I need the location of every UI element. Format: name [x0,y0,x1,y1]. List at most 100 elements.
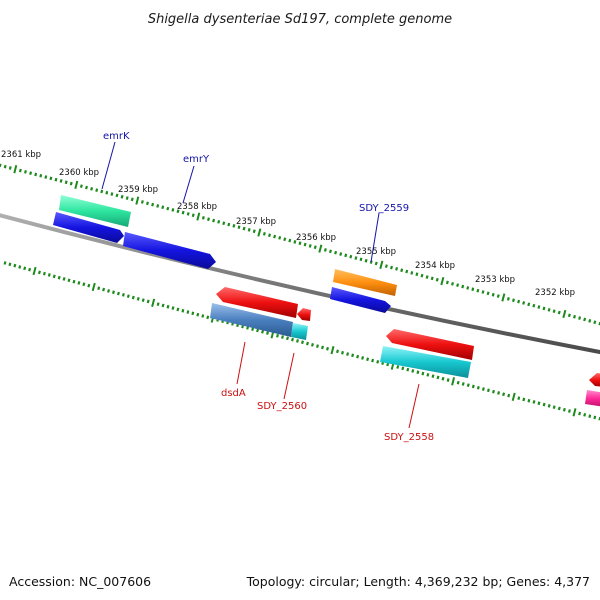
inner-ring-minor-tick [47,273,51,277]
inner-ring-minor-tick [206,315,210,320]
outer-ring-minor-tick [64,180,68,185]
outer-ring-minor-tick [29,171,33,175]
outer-ring-minor-tick [3,164,7,169]
gene-feature-SDY_2558[interactable] [380,346,471,378]
inner-ring-minor-tick [146,299,150,304]
inner-ring-minor-tick [301,340,304,345]
ruler-label-2357: 2357 kbp [236,217,276,227]
inner-ring-minor-tick [401,366,405,371]
outer-ring-minor-tick [110,192,114,196]
outer-ring-minor-tick [405,269,409,274]
outer-ring-minor-tick [527,302,531,307]
inner-ring-minor-tick [276,333,279,338]
outer-ring-minor-tick [125,196,129,200]
gene-feature-emrY[interactable] [123,232,216,269]
inner-ring-minor-tick [266,331,269,335]
inner-ring-minor-tick [77,281,81,285]
outer-ring-minor-tick [425,275,429,279]
label-connectors [101,141,420,429]
inner-ring-minor-tick [23,266,27,271]
inner-ring-minor-tick [306,341,309,346]
inner-ring-minor-tick [416,370,420,375]
ruler-label-2355: 2355 kbp [356,247,396,257]
outer-ring-minor-tick [466,286,470,290]
outer-ring-minor-tick [364,258,368,263]
gene-feature-forward-blue-1[interactable] [53,212,124,243]
inner-ring-minor-tick [181,308,185,313]
inner-ring-minor-tick [13,263,17,268]
inner-ring-minor-tick [256,328,260,333]
inner-ring-minor-tick [161,303,165,308]
outer-ring-minor-tick [79,184,83,188]
gene-feature-edge-pink[interactable] [585,390,600,407]
outer-ring-minor-tick [542,306,546,311]
gene-feature-emrK[interactable] [59,195,131,227]
outer-ring-minor-tick [374,261,378,266]
inner-ring-minor-tick [446,378,450,382]
outer-ring-minor-tick [298,241,302,246]
forward-features [53,195,397,313]
outer-ring-major-tick [318,244,323,253]
outer-ring-minor-tick [44,175,48,179]
gene-feature-SDY_2559[interactable] [333,269,397,296]
outer-ring-minor-tick [390,265,393,270]
outer-ring-minor-tick [481,290,485,294]
inner-ring-minor-tick [121,293,125,297]
inner-ring-minor-tick [588,414,592,418]
inner-ring-minor-tick [156,302,160,306]
outer-ring-minor-tick [517,299,521,304]
inner-ring-major-tick [572,408,577,417]
ruler-label-2356: 2356 kbp [296,233,336,243]
gene-feature-reverse-red-1[interactable] [216,287,298,318]
inner-ring-minor-tick [517,396,521,400]
gene-label-emrK[interactable]: emrK [103,131,130,142]
gene-feature-forward-blue-2[interactable] [330,287,391,313]
gene-feature-SDY_2560[interactable] [291,323,308,340]
gene-label-SDY_2558[interactable]: SDY_2558 [384,432,434,443]
outer-ring-minor-tick [344,253,348,258]
inner-ring-minor-tick [532,400,536,404]
inner-ring-minor-tick [346,352,350,356]
inner-ring-minor-tick [8,262,12,267]
inner-ring-minor-tick [107,289,111,293]
connector-SDY_2559 [370,212,380,263]
inner-ring-minor-tick [537,401,541,406]
inner-ring-minor-tick [411,369,415,373]
outer-ring-minor-tick [120,194,124,199]
inner-ring-minor-tick [336,349,339,354]
outer-ring-minor-tick [283,237,287,242]
inner-ring-minor-tick [321,345,324,350]
accession-label: Accession: NC_007606 [9,574,152,589]
outer-ring-minor-tick [583,317,587,322]
gene-feature-edge-red[interactable] [589,373,600,387]
inner-ring-minor-tick [481,387,485,391]
outer-ring-major-tick [13,165,18,174]
outer-ring-minor-tick [8,166,12,170]
connector-dsdA [236,341,246,385]
gene-label-SDY_2560[interactable]: SDY_2560 [257,401,307,412]
gene-label-SDY_2559[interactable]: SDY_2559 [359,203,409,214]
outer-ring-minor-tick [273,234,277,239]
outer-ring-minor-tick [435,277,439,282]
gene-label-dsdA[interactable]: dsdA [221,388,246,399]
outer-ring-minor-tick [323,248,327,252]
outer-ring-minor-tick [207,217,210,222]
inner-ring-major-tick [91,282,96,292]
outer-ring-minor-tick [217,220,221,224]
inner-ring-minor-tick [261,329,265,334]
outer-ring-minor-tick [334,250,338,255]
gene-feature-reverse-red-2[interactable] [386,329,474,360]
inner-ring-minor-tick [568,409,571,413]
inner-ring-minor-tick [166,304,170,309]
outer-ring-minor-tick [166,206,170,211]
outer-ring-minor-tick [491,292,495,297]
outer-ring-minor-tick [69,181,73,186]
inner-ring-minor-tick [176,307,180,312]
outer-ring-minor-tick [176,209,180,214]
inner-ring-minor-tick [578,411,582,416]
gene-label-emrY[interactable]: emrY [183,154,210,165]
outer-ring-minor-tick [476,288,480,293]
gene-feature-reverse-red-small[interactable] [297,308,311,321]
inner-ring-minor-tick [431,374,435,378]
gene-feature-dsdA[interactable] [210,303,293,337]
